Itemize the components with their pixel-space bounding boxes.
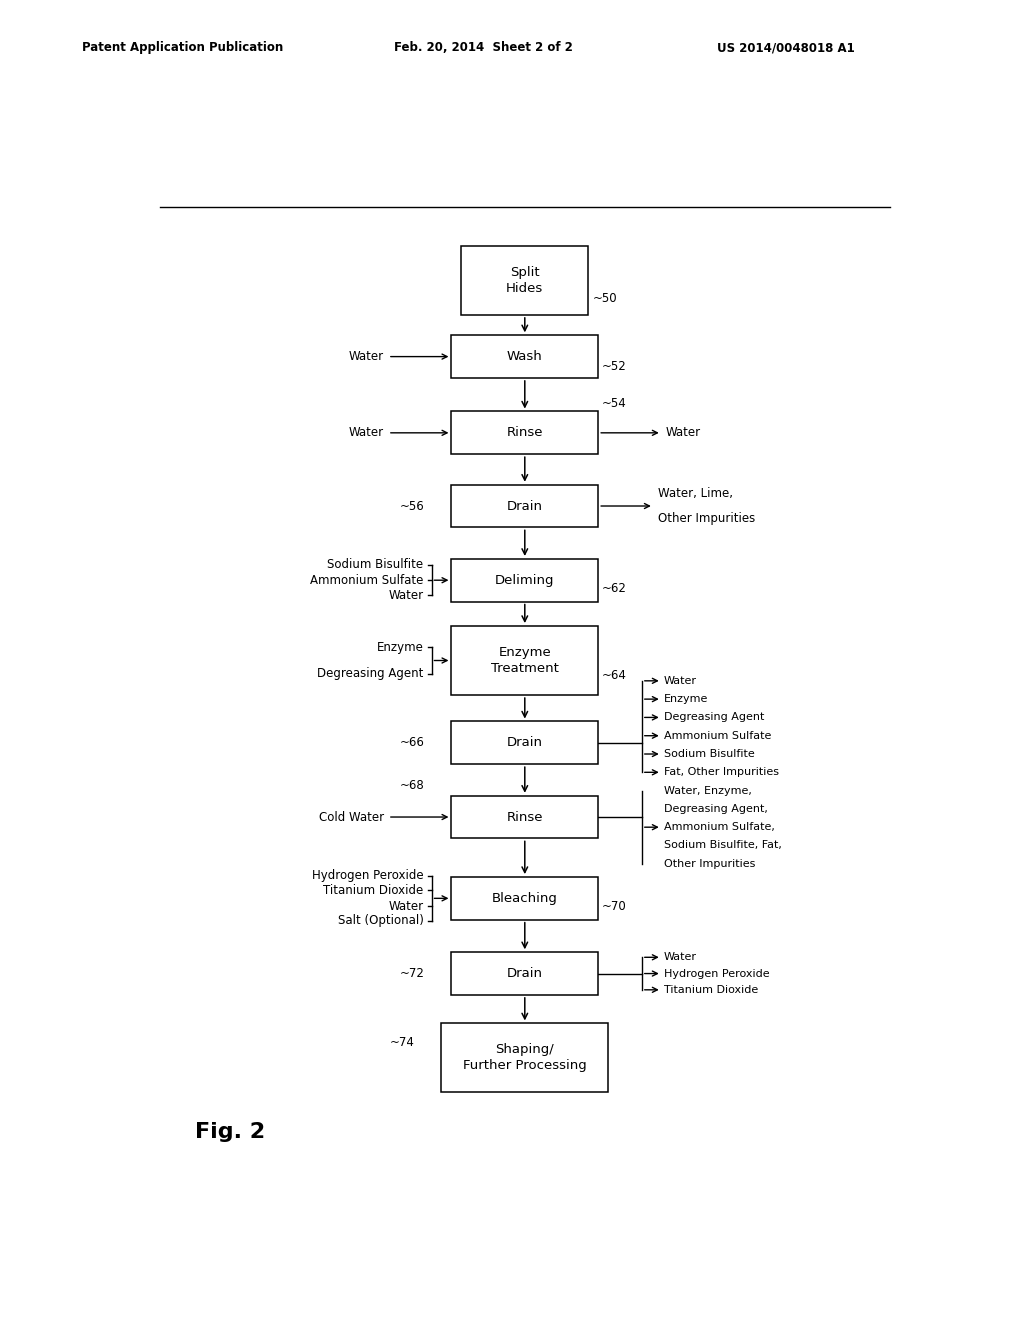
Text: Other Impurities: Other Impurities: [665, 859, 756, 869]
Text: Rinse: Rinse: [507, 810, 543, 824]
Text: Ammonium Sulfate: Ammonium Sulfate: [310, 574, 424, 586]
FancyBboxPatch shape: [452, 335, 598, 378]
Text: Enzyme
Treatment: Enzyme Treatment: [490, 645, 559, 675]
FancyBboxPatch shape: [452, 626, 598, 696]
Text: Enzyme: Enzyme: [377, 640, 424, 653]
Text: ~70: ~70: [602, 900, 627, 913]
Text: Water: Water: [349, 426, 384, 440]
Text: Water: Water: [666, 426, 700, 440]
Text: Deliming: Deliming: [495, 574, 555, 586]
Text: Salt (Optional): Salt (Optional): [338, 915, 424, 927]
Text: ~56: ~56: [399, 499, 425, 512]
Text: Hydrogen Peroxide: Hydrogen Peroxide: [665, 969, 770, 978]
FancyBboxPatch shape: [452, 876, 598, 920]
Text: Water: Water: [665, 952, 697, 962]
FancyBboxPatch shape: [452, 952, 598, 995]
FancyBboxPatch shape: [461, 246, 588, 315]
Text: ~50: ~50: [592, 292, 616, 305]
Text: Wash: Wash: [507, 350, 543, 363]
Text: Water: Water: [388, 900, 424, 913]
Text: Titanium Dioxide: Titanium Dioxide: [324, 883, 424, 896]
Text: US 2014/0048018 A1: US 2014/0048018 A1: [717, 41, 855, 54]
FancyBboxPatch shape: [452, 412, 598, 454]
Text: Fig. 2: Fig. 2: [196, 1122, 265, 1142]
Text: Drain: Drain: [507, 499, 543, 512]
Text: Titanium Dioxide: Titanium Dioxide: [665, 985, 759, 995]
Text: Split
Hides: Split Hides: [506, 265, 544, 294]
FancyBboxPatch shape: [452, 796, 598, 838]
Text: Bleaching: Bleaching: [492, 892, 558, 904]
FancyBboxPatch shape: [452, 558, 598, 602]
Text: ~64: ~64: [602, 669, 627, 682]
Text: Other Impurities: Other Impurities: [657, 512, 755, 525]
Text: ~66: ~66: [399, 737, 425, 750]
Text: Water, Lime,: Water, Lime,: [657, 487, 733, 500]
Text: Hydrogen Peroxide: Hydrogen Peroxide: [312, 870, 424, 883]
Text: Patent Application Publication: Patent Application Publication: [82, 41, 284, 54]
Text: Fat, Other Impurities: Fat, Other Impurities: [665, 767, 779, 777]
Text: Water: Water: [665, 676, 697, 686]
Text: Degreasing Agent: Degreasing Agent: [317, 667, 424, 680]
Text: Water, Enzyme,: Water, Enzyme,: [665, 785, 752, 796]
Text: ~52: ~52: [602, 360, 627, 374]
Text: ~54: ~54: [602, 397, 627, 409]
Text: Drain: Drain: [507, 737, 543, 750]
Text: ~72: ~72: [399, 968, 425, 979]
Text: Feb. 20, 2014  Sheet 2 of 2: Feb. 20, 2014 Sheet 2 of 2: [394, 41, 573, 54]
Text: Water: Water: [349, 350, 384, 363]
Text: ~68: ~68: [399, 779, 425, 792]
Text: Ammonium Sulfate,: Ammonium Sulfate,: [665, 822, 775, 832]
Text: Ammonium Sulfate: Ammonium Sulfate: [665, 731, 771, 741]
Text: Water: Water: [388, 589, 424, 602]
Text: Sodium Bisulfite, Fat,: Sodium Bisulfite, Fat,: [665, 841, 782, 850]
Text: Drain: Drain: [507, 968, 543, 979]
FancyBboxPatch shape: [452, 722, 598, 764]
Text: Shaping/
Further Processing: Shaping/ Further Processing: [463, 1043, 587, 1072]
Text: Rinse: Rinse: [507, 426, 543, 440]
Text: Sodium Bisulfite: Sodium Bisulfite: [328, 558, 424, 572]
Text: Degreasing Agent: Degreasing Agent: [665, 713, 765, 722]
Text: ~62: ~62: [602, 582, 627, 595]
Text: ~74: ~74: [390, 1036, 415, 1049]
Text: Degreasing Agent,: Degreasing Agent,: [665, 804, 768, 814]
FancyBboxPatch shape: [452, 484, 598, 528]
Text: Enzyme: Enzyme: [665, 694, 709, 704]
Text: Cold Water: Cold Water: [318, 810, 384, 824]
FancyBboxPatch shape: [441, 1023, 608, 1093]
Text: Sodium Bisulfite: Sodium Bisulfite: [665, 748, 755, 759]
